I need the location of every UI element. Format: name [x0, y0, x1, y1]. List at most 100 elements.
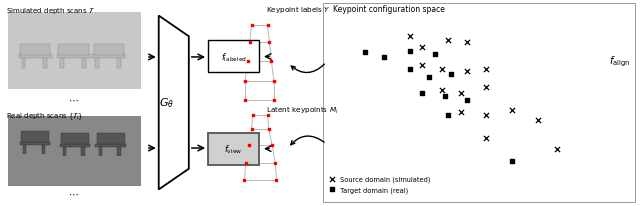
FancyBboxPatch shape: [60, 59, 64, 68]
Point: [240, 99, 250, 103]
FancyBboxPatch shape: [81, 147, 84, 156]
FancyBboxPatch shape: [8, 116, 56, 186]
FancyBboxPatch shape: [51, 13, 96, 90]
FancyBboxPatch shape: [58, 55, 90, 59]
FancyBboxPatch shape: [19, 55, 52, 59]
FancyBboxPatch shape: [82, 59, 86, 68]
Text: Real depth scans $\{\mathcal{T}_i\}$: Real depth scans $\{\mathcal{T}_i\}$: [6, 110, 84, 122]
Point: [456, 92, 466, 95]
Point: [481, 86, 492, 89]
FancyBboxPatch shape: [93, 44, 124, 56]
Point: [246, 128, 257, 131]
FancyBboxPatch shape: [95, 156, 126, 158]
Point: [481, 68, 492, 72]
Point: [436, 68, 447, 72]
Point: [462, 42, 472, 45]
FancyBboxPatch shape: [61, 134, 89, 144]
FancyBboxPatch shape: [97, 134, 125, 144]
Point: [404, 50, 415, 53]
Point: [417, 46, 428, 49]
Point: [417, 92, 428, 95]
Text: $G_\theta$: $G_\theta$: [159, 96, 174, 110]
FancyBboxPatch shape: [20, 154, 51, 156]
Point: [443, 40, 453, 43]
FancyArrowPatch shape: [291, 65, 324, 73]
Point: [244, 42, 255, 45]
FancyBboxPatch shape: [8, 13, 56, 90]
FancyBboxPatch shape: [21, 132, 49, 142]
Point: [446, 73, 456, 76]
Text: $f_{\mathrm{labeled}}$: $f_{\mathrm{labeled}}$: [221, 51, 246, 63]
Point: [244, 144, 254, 147]
FancyBboxPatch shape: [44, 59, 47, 68]
Point: [456, 111, 466, 114]
Point: [264, 42, 275, 45]
Text: Keypoint configuration space: Keypoint configuration space: [333, 5, 445, 14]
Point: [241, 161, 251, 164]
Point: [417, 64, 428, 68]
FancyBboxPatch shape: [117, 59, 121, 68]
Point: [326, 188, 337, 191]
Text: Simulated depth scans $\mathcal{T}$: Simulated depth scans $\mathcal{T}$: [6, 5, 96, 16]
FancyBboxPatch shape: [95, 59, 99, 68]
FancyBboxPatch shape: [58, 44, 89, 56]
Point: [404, 35, 415, 39]
Text: $\cdots$: $\cdots$: [68, 94, 79, 104]
Point: [507, 109, 517, 112]
Point: [443, 114, 453, 117]
Point: [271, 179, 282, 182]
Point: [267, 144, 277, 147]
Text: $f_{\mathrm{align}}$: $f_{\mathrm{align}}$: [609, 55, 631, 69]
FancyBboxPatch shape: [208, 133, 259, 165]
Point: [240, 80, 250, 83]
FancyBboxPatch shape: [51, 116, 99, 186]
Text: Keypoint labels $Y$: Keypoint labels $Y$: [266, 5, 330, 14]
FancyBboxPatch shape: [208, 41, 259, 73]
Point: [266, 60, 276, 63]
FancyBboxPatch shape: [60, 156, 90, 158]
Point: [269, 99, 279, 103]
Text: $\cdots$: $\cdots$: [68, 188, 79, 198]
Point: [507, 160, 517, 163]
Point: [440, 95, 450, 98]
Text: $f_{\mathrm{view}}$: $f_{\mathrm{view}}$: [225, 143, 243, 155]
FancyBboxPatch shape: [117, 147, 120, 156]
FancyBboxPatch shape: [99, 147, 102, 156]
Point: [379, 56, 389, 59]
Point: [436, 89, 447, 92]
Point: [239, 179, 250, 182]
FancyBboxPatch shape: [23, 145, 26, 154]
Point: [326, 178, 337, 181]
Point: [360, 51, 370, 54]
Text: Latent keypoints $M_i$: Latent keypoints $M_i$: [266, 105, 339, 115]
FancyBboxPatch shape: [20, 44, 51, 56]
FancyBboxPatch shape: [323, 4, 635, 202]
FancyArrowPatch shape: [291, 136, 324, 145]
Point: [552, 148, 562, 151]
FancyBboxPatch shape: [60, 144, 90, 147]
Text: Source domain (simulated): Source domain (simulated): [338, 176, 431, 183]
Point: [269, 80, 279, 83]
FancyBboxPatch shape: [93, 55, 125, 59]
Point: [424, 76, 434, 79]
FancyBboxPatch shape: [95, 13, 141, 90]
Point: [462, 99, 472, 103]
Point: [243, 60, 253, 63]
Polygon shape: [159, 16, 189, 190]
Point: [248, 114, 258, 117]
FancyBboxPatch shape: [95, 116, 141, 186]
Point: [481, 136, 492, 140]
FancyBboxPatch shape: [20, 142, 51, 145]
Point: [532, 119, 543, 122]
Point: [430, 53, 440, 56]
Point: [264, 128, 274, 131]
FancyBboxPatch shape: [63, 147, 66, 156]
Point: [481, 114, 492, 117]
FancyBboxPatch shape: [95, 144, 126, 147]
FancyBboxPatch shape: [42, 145, 45, 154]
Point: [270, 161, 280, 164]
Point: [262, 114, 273, 117]
FancyBboxPatch shape: [22, 59, 26, 68]
Text: Target domain (real): Target domain (real): [338, 186, 408, 193]
Point: [404, 68, 415, 72]
